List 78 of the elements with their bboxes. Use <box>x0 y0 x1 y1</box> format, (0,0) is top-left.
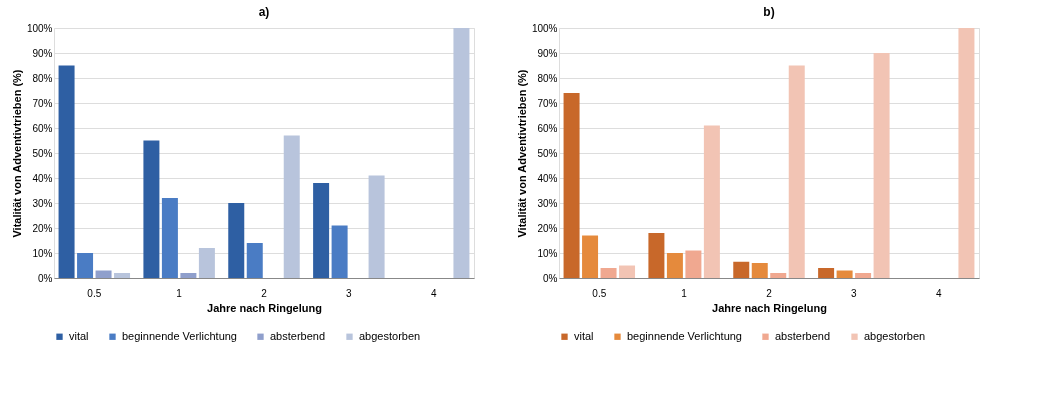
legend-label: vital <box>69 329 89 342</box>
legend-label: absterbend <box>775 329 831 342</box>
bar <box>770 273 787 278</box>
legend-label: absterbend <box>270 329 326 342</box>
bar <box>368 175 385 278</box>
bar <box>619 265 636 278</box>
bar <box>818 268 835 278</box>
y-tick-label: 40% <box>32 172 53 184</box>
bar <box>703 125 720 278</box>
x-tick-label: 4 <box>935 287 942 299</box>
y-tick-label: 10% <box>537 247 558 259</box>
y-tick-label: 0% <box>543 272 558 284</box>
bar <box>600 268 617 278</box>
y-tick-label: 10% <box>32 247 53 259</box>
bar <box>246 243 263 278</box>
y-tick-label: 100% <box>26 22 53 34</box>
y-tick-label: 60% <box>537 122 558 134</box>
y-tick-label: 70% <box>32 97 53 109</box>
bar <box>313 183 330 278</box>
y-tick-label: 0% <box>38 272 53 284</box>
x-axis-title: Jahre nach Ringelung <box>207 301 322 314</box>
y-axis-title: Vitalität von Adventivtrieben (%) <box>515 69 528 238</box>
x-tick-label: 4 <box>430 287 437 299</box>
bar <box>666 253 683 278</box>
bar <box>228 203 245 278</box>
chart-title: b) <box>763 5 775 19</box>
x-tick-label: 0.5 <box>592 287 607 299</box>
bar <box>582 235 599 278</box>
bar <box>161 198 178 278</box>
bar <box>143 140 160 278</box>
x-tick-label: 3 <box>851 287 858 299</box>
y-tick-label: 60% <box>32 122 53 134</box>
bar <box>958 28 975 278</box>
y-tick-label: 50% <box>32 147 53 159</box>
y-tick-label: 70% <box>537 97 558 109</box>
y-tick-label: 30% <box>32 197 53 209</box>
y-tick-label: 30% <box>537 197 558 209</box>
bar <box>114 273 131 278</box>
y-tick-label: 80% <box>32 72 53 84</box>
x-tick-label: 1 <box>176 287 183 299</box>
y-tick-label: 40% <box>537 172 558 184</box>
y-tick-label: 20% <box>537 222 558 234</box>
bar <box>836 270 853 278</box>
bar <box>873 53 890 278</box>
y-tick-label: 100% <box>531 22 558 34</box>
legend-label: vital <box>574 329 594 342</box>
bar <box>180 273 197 278</box>
y-tick-label: 80% <box>537 72 558 84</box>
x-tick-label: 3 <box>346 287 353 299</box>
bar <box>453 28 470 278</box>
bar <box>751 263 768 278</box>
y-tick-label: 90% <box>537 47 558 59</box>
bar <box>788 65 805 278</box>
y-tick-label: 20% <box>32 222 53 234</box>
x-tick-label: 2 <box>261 287 268 299</box>
bar <box>563 93 580 278</box>
bar <box>733 261 750 278</box>
legend-label: abgestorben <box>864 329 926 342</box>
y-tick-label: 50% <box>537 147 558 159</box>
x-tick-label: 0.5 <box>87 287 102 299</box>
bar <box>685 250 702 278</box>
bar <box>648 233 665 278</box>
y-axis-title: Vitalität von Adventivtrieben (%) <box>10 69 23 238</box>
legend-label: beginnende Verlichtung <box>122 329 237 342</box>
bar <box>198 248 215 278</box>
x-tick-label: 1 <box>681 287 688 299</box>
bar <box>58 65 75 278</box>
bar <box>77 253 94 278</box>
legend-label: beginnende Verlichtung <box>627 329 742 342</box>
bar <box>95 270 112 278</box>
bar <box>283 135 300 278</box>
y-tick-label: 90% <box>32 47 53 59</box>
x-axis-title: Jahre nach Ringelung <box>712 301 827 314</box>
x-tick-label: 2 <box>766 287 773 299</box>
bar <box>331 225 348 278</box>
bar <box>855 273 872 278</box>
chart-title: a) <box>258 5 270 19</box>
legend-label: abgestorben <box>359 329 421 342</box>
